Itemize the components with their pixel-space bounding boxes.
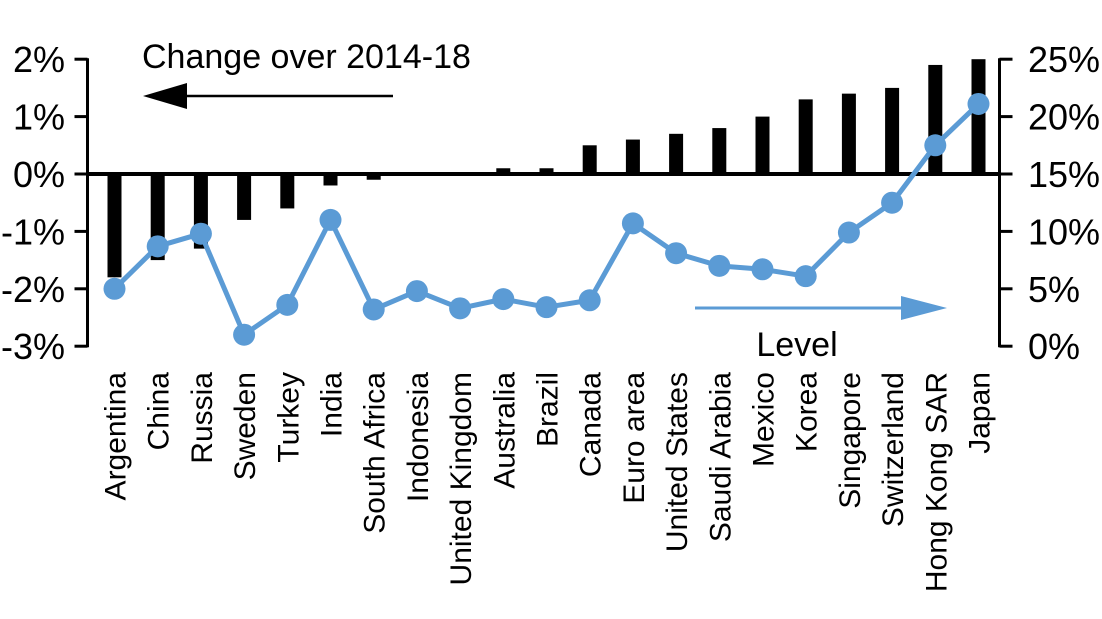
bar-south-africa xyxy=(366,174,381,180)
right-series-annotation: Level xyxy=(756,326,837,364)
category-label: South Africa xyxy=(359,372,392,534)
category-label: India xyxy=(316,372,349,437)
bar-saudi-arabia xyxy=(712,128,727,174)
level-marker-switzerland xyxy=(881,191,904,214)
category-label: China xyxy=(143,372,176,451)
category-label: United Kingdom xyxy=(445,372,478,585)
category-label: Saudi Arabia xyxy=(704,372,737,542)
right-axis-tick-label: 25% xyxy=(1028,39,1100,80)
level-marker-japan xyxy=(967,92,990,115)
level-marker-china xyxy=(146,235,169,258)
level-marker-argentina xyxy=(103,277,126,300)
level-marker-korea xyxy=(794,265,817,288)
bar-turkey xyxy=(280,174,295,209)
level-marker-sweden xyxy=(233,323,256,346)
bar-euro-area xyxy=(625,139,640,174)
left-series-annotation: Change over 2014-18 xyxy=(142,38,471,76)
category-label: Sweden xyxy=(229,372,262,480)
level-marker-hong-kong-sar xyxy=(924,134,947,157)
level-marker-united-states xyxy=(665,242,688,265)
level-marker-singapore xyxy=(837,221,860,244)
category-label: Switzerland xyxy=(877,372,910,527)
bar-india xyxy=(323,174,338,186)
bar-canada xyxy=(582,145,597,174)
category-label: Turkey xyxy=(272,372,305,463)
level-marker-indonesia xyxy=(405,280,428,303)
category-label: Japan xyxy=(964,372,997,454)
bar-hong-kong-sar xyxy=(928,64,943,174)
category-label: Korea xyxy=(791,372,824,452)
level-marker-brazil xyxy=(535,296,558,319)
level-marker-australia xyxy=(492,288,515,311)
left-arrow-icon xyxy=(143,83,187,109)
level-marker-saudi-arabia xyxy=(708,254,731,277)
bar-australia xyxy=(496,168,511,174)
category-label: Euro area xyxy=(618,372,651,504)
bar-argentina xyxy=(107,174,122,278)
level-marker-canada xyxy=(578,289,601,312)
right-axis-tick-label: 10% xyxy=(1028,211,1100,252)
bar-korea xyxy=(798,99,813,174)
level-marker-euro-area xyxy=(621,212,644,235)
bar-switzerland xyxy=(885,87,900,174)
level-marker-russia xyxy=(189,222,212,245)
level-marker-india xyxy=(319,208,342,231)
level-marker-south-africa xyxy=(362,298,385,321)
bar-mexico xyxy=(755,116,770,174)
level-marker-turkey xyxy=(276,293,299,316)
level-marker-united-kingdom xyxy=(449,297,472,320)
category-label: United States xyxy=(661,372,694,552)
left-axis-tick-label: -2% xyxy=(1,269,65,310)
left-axis-tick-label: 0% xyxy=(13,154,65,195)
category-label: Russia xyxy=(186,372,219,464)
left-axis-tick-label: -1% xyxy=(1,211,65,252)
bar-united-states xyxy=(669,133,684,174)
left-axis-tick-label: -3% xyxy=(1,326,65,367)
right-axis-tick-label: 0% xyxy=(1028,326,1080,367)
category-label: Brazil xyxy=(532,372,565,447)
category-label: Argentina xyxy=(100,372,133,501)
right-axis-tick-label: 5% xyxy=(1028,269,1080,310)
right-arrow-icon xyxy=(901,296,947,320)
left-axis-tick-label: 2% xyxy=(13,39,65,80)
bar-sweden xyxy=(237,174,252,220)
category-label: Canada xyxy=(575,372,608,477)
right-axis-tick-label: 20% xyxy=(1028,97,1100,138)
category-label: Singapore xyxy=(834,372,867,509)
category-label: Hong Kong SAR xyxy=(920,372,953,592)
bar-japan xyxy=(971,59,986,175)
level-marker-mexico xyxy=(751,258,774,281)
left-axis-tick-label: 1% xyxy=(13,97,65,138)
bar-brazil xyxy=(539,168,554,174)
right-axis-tick-label: 15% xyxy=(1028,154,1100,195)
category-label: Indonesia xyxy=(402,372,435,502)
category-label: Australia xyxy=(488,372,521,489)
category-label: Mexico xyxy=(748,372,781,467)
bar-singapore xyxy=(841,93,856,174)
